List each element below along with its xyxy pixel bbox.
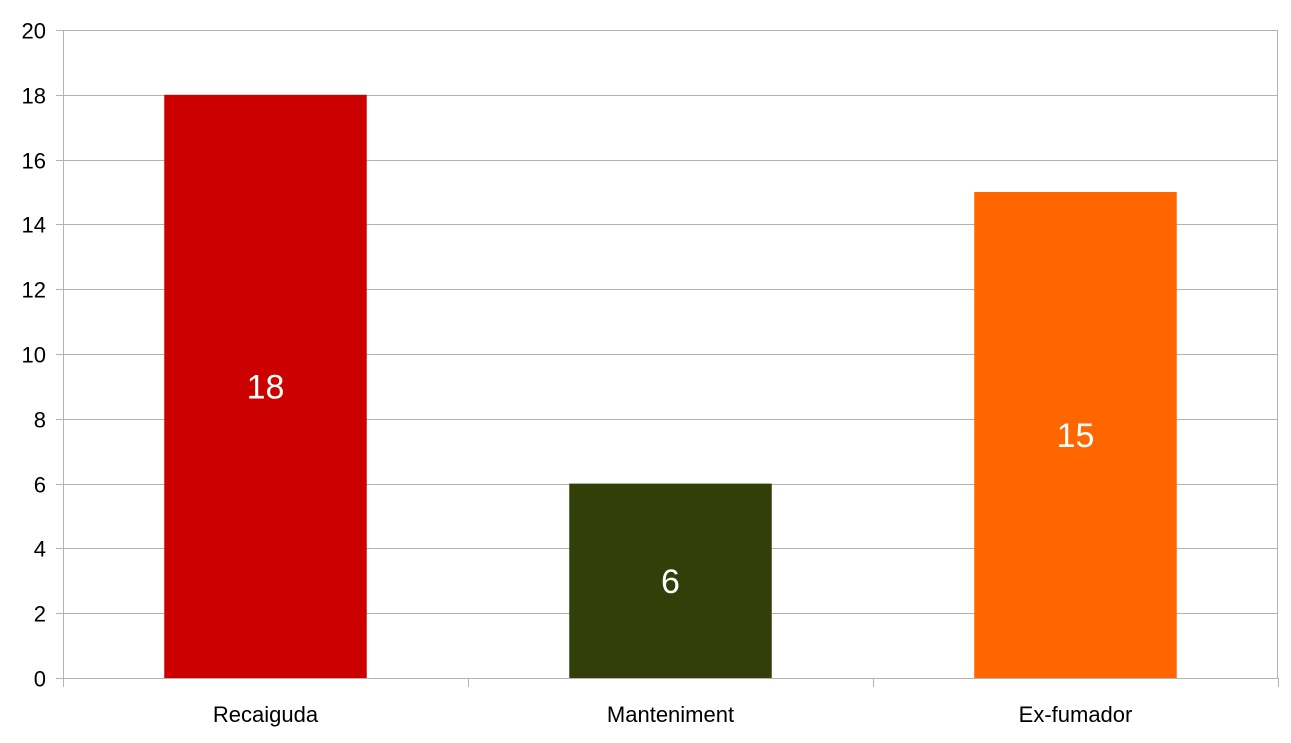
bar-recaiguda <box>164 94 367 679</box>
bar-ex-fumador <box>974 192 1177 678</box>
bar-manteniment <box>569 483 772 678</box>
y-tick-label-14: 14 <box>22 213 46 238</box>
y-tick-label-2: 2 <box>34 602 46 627</box>
axes <box>56 30 1279 687</box>
data-label-ex-fumador: 15 <box>1057 417 1095 455</box>
y-tick-label-8: 8 <box>34 408 46 433</box>
y-tick-label-16: 16 <box>22 149 46 174</box>
x-category-label-manteniment: Manteniment <box>607 702 734 727</box>
bars <box>164 94 1177 679</box>
data-label-manteniment: 6 <box>661 563 680 601</box>
y-tick-label-12: 12 <box>22 278 46 303</box>
y-tick-label-4: 4 <box>34 537 46 562</box>
y-tick-label-10: 10 <box>22 343 46 368</box>
x-category-label-ex-fumador: Ex-fumador <box>1019 702 1133 727</box>
y-tick-label-18: 18 <box>22 84 46 109</box>
labels: 0 2 4 6 8 10 12 14 16 18 20 18 Recaiguda 6 Manteniment… <box>22 19 1133 728</box>
y-tick-label-6: 6 <box>34 473 46 498</box>
y-tick-label-0: 0 <box>34 667 46 692</box>
x-category-label-recaiguda: Recaiguda <box>213 702 319 727</box>
data-label-recaiguda: 18 <box>247 368 285 406</box>
y-tick-label-20: 20 <box>22 19 46 44</box>
